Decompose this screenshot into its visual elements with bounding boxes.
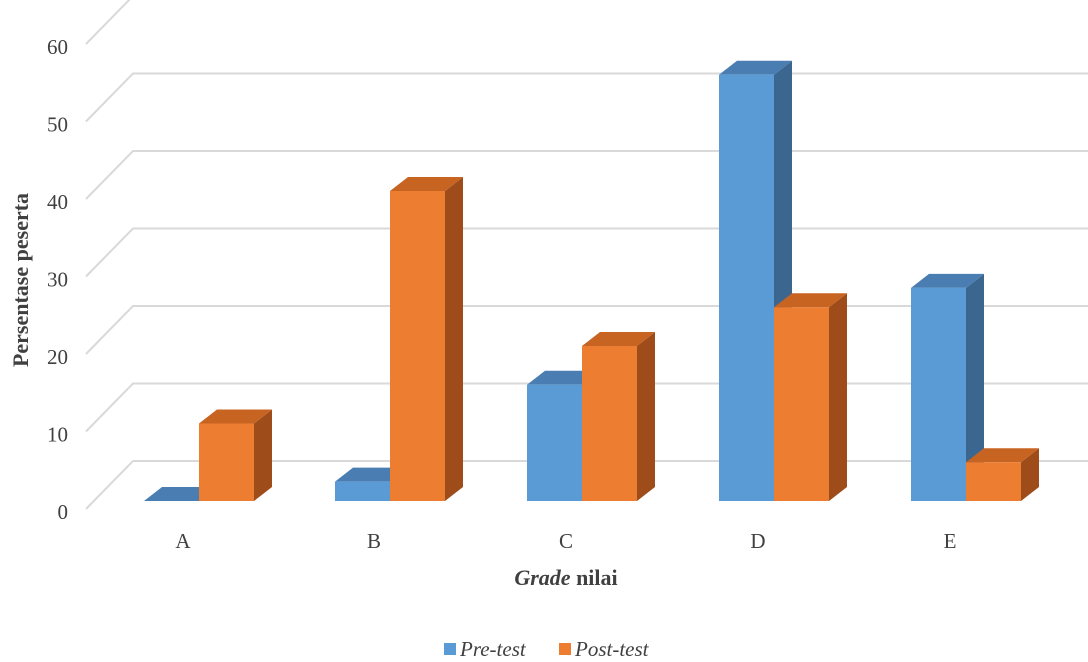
bar-side	[1021, 448, 1039, 501]
x-axis-title-rest: nilai	[571, 565, 618, 590]
x-tick-label-C: C	[559, 529, 573, 553]
bar-top	[966, 448, 1039, 463]
bar-front	[966, 462, 1021, 501]
bars	[144, 60, 1039, 501]
bar-top	[719, 60, 792, 75]
gridline-50	[85, 72, 1088, 123]
x-tick-label-D: D	[750, 529, 765, 553]
legend-label-post-test: Post-test	[574, 637, 650, 661]
bar-side	[966, 273, 984, 501]
y-tick-label-40: 40	[47, 190, 68, 214]
bar-top	[390, 177, 463, 191]
bar-pre-test-A	[144, 487, 217, 501]
bar-side	[637, 332, 655, 501]
bar-top	[774, 293, 847, 308]
legend-swatch-pre-test	[444, 643, 456, 655]
legend[interactable]: Pre-test Post-test	[444, 637, 650, 661]
x-tick-label-B: B	[367, 529, 381, 553]
gridline-40	[85, 150, 1088, 200]
bar-top	[911, 273, 984, 288]
gridline-60	[85, 0, 131, 45]
x-axis-ticks: A B C D E	[175, 529, 956, 553]
x-tick-label-A: A	[175, 529, 191, 553]
bar-top	[527, 370, 600, 385]
bar-front	[774, 307, 829, 501]
y-tick-label-30: 30	[47, 268, 68, 292]
x-tick-label-E: E	[944, 529, 957, 553]
y-tick-label-50: 50	[47, 113, 68, 137]
y-tick-label-0: 0	[58, 500, 69, 524]
bar-top	[144, 487, 217, 501]
bar-front	[199, 423, 254, 501]
y-axis-title: Persentase peserta	[8, 193, 33, 367]
bar-front	[335, 481, 390, 501]
bar-front	[911, 287, 966, 501]
bar-pre-test-E	[911, 273, 984, 501]
bar-post-test-E	[966, 448, 1039, 501]
bar-front	[527, 384, 582, 501]
bar-post-test-B	[390, 177, 463, 501]
y-tick-label-60: 60	[47, 35, 68, 59]
bar-top	[199, 409, 272, 424]
legend-swatch-post-test	[559, 643, 571, 655]
bar-side	[254, 409, 272, 501]
legend-label-pre-test: Pre-test	[459, 637, 527, 661]
y-axis-ticks: 0 10 20 30 40 50 60	[47, 35, 68, 524]
bar-front	[390, 191, 445, 501]
bar-top	[335, 467, 408, 482]
y-tick-label-20: 20	[47, 345, 68, 369]
bar-post-test-A	[199, 409, 272, 501]
gridline-30	[85, 227, 1088, 278]
bar-post-test-D	[774, 293, 847, 501]
bar-front	[719, 74, 774, 501]
x-axis-title-italic: Grade	[514, 565, 570, 590]
y-tick-label-10: 10	[47, 423, 68, 447]
bar-side	[445, 177, 463, 501]
bar-front	[582, 346, 637, 501]
bar-top	[582, 332, 655, 346]
bar-post-test-C	[582, 332, 655, 501]
x-axis-title: Grade nilai	[514, 565, 617, 590]
bar-side	[829, 293, 847, 501]
